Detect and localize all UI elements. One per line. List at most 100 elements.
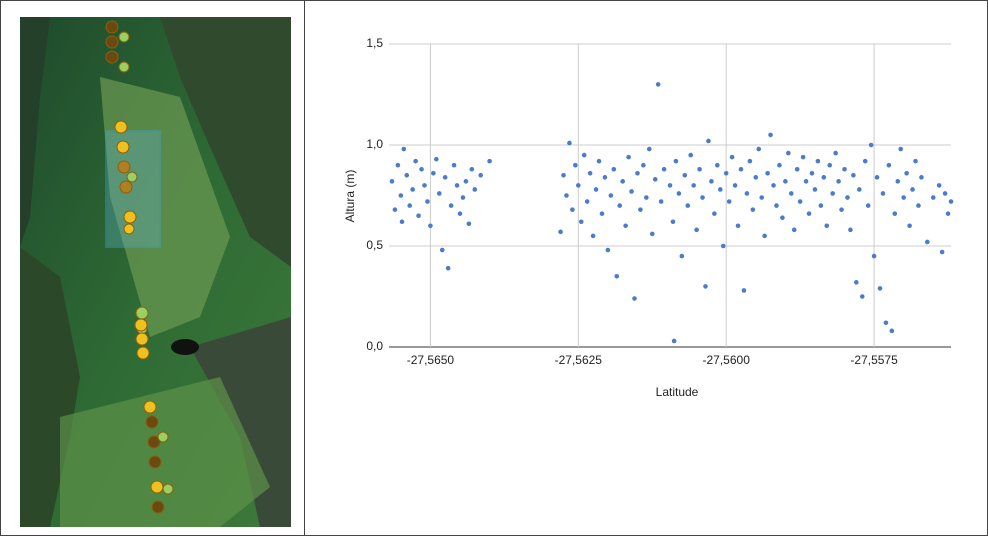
point — [422, 183, 427, 188]
x-tick-label: -27,5600 — [703, 353, 751, 367]
point — [614, 274, 620, 279]
point — [670, 219, 676, 225]
point — [661, 166, 667, 172]
point — [700, 195, 705, 200]
point — [851, 173, 856, 178]
point — [644, 195, 649, 200]
point — [451, 162, 457, 168]
point — [916, 203, 921, 208]
point — [797, 199, 803, 204]
point — [413, 158, 418, 164]
point — [676, 191, 682, 196]
point — [682, 173, 688, 178]
point — [877, 286, 883, 291]
divider — [304, 1, 305, 535]
point — [821, 175, 827, 180]
point — [584, 199, 590, 204]
point — [771, 183, 776, 188]
point — [939, 249, 945, 255]
point — [685, 203, 691, 208]
point — [442, 175, 448, 180]
point — [389, 179, 395, 184]
point — [425, 199, 430, 204]
point — [463, 179, 469, 184]
point — [732, 183, 738, 188]
point — [800, 154, 806, 160]
point — [913, 158, 918, 164]
point — [605, 247, 611, 253]
point — [652, 177, 658, 182]
chart: Latitude Altura (m) 0,0 0,5 1,0 1,5 -27,5650… — [343, 36, 954, 399]
point — [646, 146, 652, 152]
point — [848, 227, 853, 233]
point — [907, 223, 912, 229]
point — [398, 193, 404, 198]
point — [706, 138, 711, 144]
point — [904, 170, 909, 176]
point — [729, 154, 735, 160]
point — [901, 195, 906, 200]
point — [709, 179, 714, 184]
point — [445, 265, 451, 271]
point — [747, 158, 753, 164]
y-tick-label: 1,0 — [366, 137, 383, 151]
point — [460, 195, 466, 200]
point — [865, 203, 871, 208]
point — [703, 284, 708, 289]
point — [641, 162, 646, 168]
point — [428, 223, 433, 229]
point — [892, 211, 898, 216]
point — [854, 280, 859, 285]
point — [688, 152, 694, 158]
point — [658, 199, 664, 204]
point — [948, 199, 954, 204]
x-tick-label: -27,5625 — [555, 353, 603, 367]
point — [623, 223, 628, 229]
point — [874, 175, 880, 180]
point — [564, 193, 569, 198]
point — [454, 183, 460, 188]
point — [750, 207, 756, 212]
point — [626, 154, 631, 160]
point — [416, 213, 421, 218]
point — [593, 187, 599, 192]
point — [635, 170, 640, 176]
x-tick-label: -27,5575 — [850, 353, 898, 367]
point — [629, 189, 634, 194]
point — [741, 288, 747, 293]
point — [815, 158, 821, 164]
point — [576, 183, 581, 188]
point — [410, 187, 415, 192]
point — [768, 132, 773, 138]
point — [788, 191, 794, 196]
point — [561, 173, 566, 178]
point — [723, 170, 729, 176]
point — [794, 166, 800, 172]
point — [419, 166, 424, 172]
point — [439, 247, 445, 253]
point — [712, 211, 717, 216]
y-tick-label: 0,5 — [366, 238, 383, 252]
point — [818, 203, 824, 208]
point — [895, 179, 901, 184]
y-tick-label: 0,0 — [366, 339, 383, 353]
point — [765, 170, 770, 176]
point — [608, 193, 614, 198]
point — [434, 156, 439, 162]
point — [558, 229, 563, 235]
point — [407, 203, 413, 208]
point — [839, 207, 844, 212]
point — [671, 338, 677, 344]
point — [590, 233, 596, 239]
point — [404, 173, 410, 178]
point — [617, 203, 623, 208]
point — [836, 179, 841, 184]
point — [945, 211, 951, 216]
point — [726, 199, 732, 204]
point — [395, 162, 401, 168]
point — [880, 191, 886, 196]
point — [620, 179, 625, 184]
point — [431, 170, 436, 176]
point — [573, 162, 578, 168]
